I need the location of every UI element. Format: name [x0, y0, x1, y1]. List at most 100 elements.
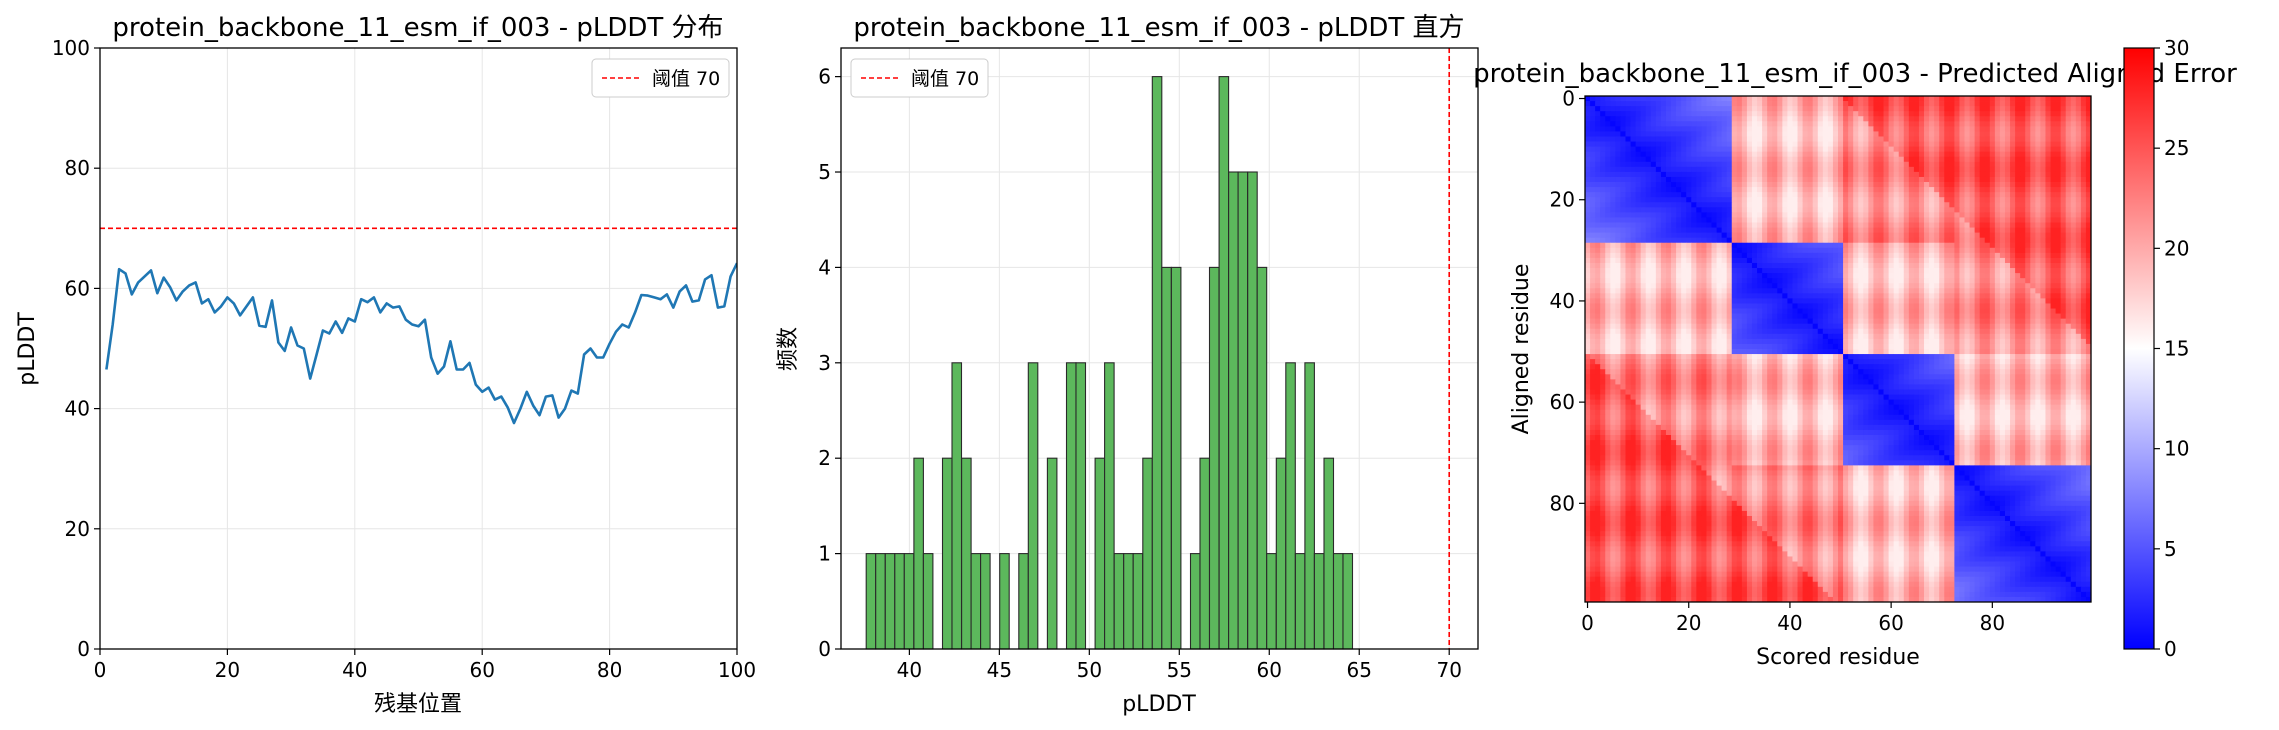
heatmap-cell	[2065, 318, 2072, 325]
heatmap-cell	[1797, 146, 1803, 153]
heatmap-cell	[1817, 151, 1824, 158]
heatmap-cell	[1731, 187, 1738, 193]
heatmap-cell	[1595, 121, 1601, 127]
heatmap-cell	[2020, 247, 2026, 254]
heatmap-cell	[1620, 293, 1626, 299]
heatmap-cell	[1954, 293, 1960, 299]
heatmap-cell	[1797, 197, 1803, 203]
heatmap-cell	[2055, 227, 2062, 234]
heatmap-cell	[1843, 141, 1849, 147]
heatmap-cell	[1711, 313, 1717, 320]
heatmap-cell	[1979, 192, 1986, 198]
heatmap-cell	[1817, 141, 1824, 147]
heatmap-cell	[2025, 176, 2031, 183]
heatmap-cell	[1746, 323, 1753, 330]
heatmap-cell	[1827, 131, 1834, 137]
heatmap-cell	[1979, 106, 1986, 112]
heatmap-cell	[1751, 116, 1758, 122]
heatmap-cell	[1645, 187, 1652, 193]
heatmap-cell	[1665, 303, 1672, 309]
heatmap-cell	[1893, 242, 1900, 249]
heatmap-cell	[1665, 121, 1672, 127]
heatmap-cell	[2004, 237, 2011, 244]
heatmap-cell	[1701, 313, 1707, 320]
heatmap-cell	[1716, 197, 1723, 203]
heatmap-cell	[2055, 288, 2062, 294]
heatmap-cell	[1671, 116, 1677, 122]
histogram-bar	[1208, 266, 1220, 650]
heatmap-cell	[1994, 141, 2001, 147]
heatmap-cell	[1999, 262, 2006, 269]
heatmap-cell	[1853, 166, 1859, 173]
heatmap-cell	[1944, 101, 1950, 107]
heatmap-cell	[1873, 166, 1879, 173]
heatmap-cell	[1630, 333, 1636, 340]
heatmap-cell	[1807, 111, 1814, 117]
heatmap-cell	[1620, 156, 1626, 163]
heatmap-cell	[2075, 293, 2082, 299]
heatmap-cell	[1843, 268, 1849, 274]
heatmap-cell	[1610, 171, 1616, 178]
heatmap-cell	[1802, 283, 1809, 289]
heatmap-cell	[1731, 242, 1738, 249]
heatmap-cell	[1610, 222, 1616, 228]
heatmap-cell	[1706, 161, 1712, 168]
heatmap-cell	[1868, 141, 1874, 147]
heatmap-cell	[1964, 116, 1970, 122]
heatmap-cell	[1676, 217, 1682, 223]
heatmap-cell	[1585, 126, 1591, 132]
heatmap-cell	[1660, 303, 1667, 309]
heatmap-cell	[1716, 106, 1723, 112]
heatmap-cell	[1999, 146, 2006, 153]
heatmap-cell	[1655, 156, 1662, 163]
heatmap-cell	[1908, 227, 1915, 234]
heatmap-cell	[1716, 328, 1723, 335]
heatmap-cell	[1595, 318, 1601, 325]
heatmap-cell	[2085, 273, 2092, 279]
heatmap-cell	[1979, 222, 1986, 228]
heatmap-cell	[1858, 136, 1864, 142]
heatmap-cell	[2010, 328, 2016, 335]
heatmap-cell	[1843, 202, 1849, 208]
heatmap-cell	[1964, 283, 1970, 289]
heatmap-cell	[1731, 338, 1738, 345]
heatmap-cell	[2055, 161, 2062, 168]
heatmap-cell	[1822, 313, 1829, 320]
heatmap-cell	[1650, 257, 1657, 264]
heatmap-cell	[1655, 222, 1662, 228]
heatmap-cell	[1681, 273, 1687, 279]
heatmap-cell	[1681, 106, 1687, 112]
heatmap-cell	[1671, 212, 1677, 218]
heatmap-cell	[1676, 101, 1682, 107]
heatmap-cell	[1792, 207, 1798, 213]
heatmap-cell	[1853, 237, 1859, 244]
histogram-ylabel: 频数	[776, 327, 801, 371]
heatmap-cell	[1782, 328, 1788, 335]
heatmap-cell	[1838, 333, 1844, 340]
heatmap-cell	[1681, 308, 1687, 314]
heatmap-cell	[2004, 202, 2011, 208]
heatmap-cell	[2075, 192, 2082, 198]
heatmap-cell	[2045, 182, 2051, 188]
heatmap-cell	[1746, 333, 1753, 340]
heatmap-cell	[1934, 262, 1940, 269]
heatmap-cell	[1590, 96, 1596, 102]
heatmap-cell	[1944, 318, 1950, 325]
heatmap-cell	[1721, 222, 1728, 228]
heatmap-cell	[1848, 136, 1854, 142]
heatmap-cell	[1741, 247, 1748, 254]
heatmap-cell	[1898, 192, 1905, 198]
heatmap-cell	[2035, 278, 2041, 284]
heatmap-cell	[1929, 146, 1935, 153]
heatmap-cell	[2065, 182, 2072, 188]
heatmap-cell	[1681, 222, 1687, 228]
heatmap-cell	[1762, 242, 1768, 249]
heatmap-cell	[1797, 333, 1803, 340]
heatmap-cell	[2045, 136, 2051, 142]
heatmap-cell	[1585, 166, 1591, 173]
heatmap-cell	[1999, 308, 2006, 314]
heatmap-cell	[1827, 217, 1834, 223]
heatmap-cell	[1817, 283, 1824, 289]
heatmap-cell	[1843, 247, 1849, 254]
heatmap-cell	[1832, 308, 1839, 314]
